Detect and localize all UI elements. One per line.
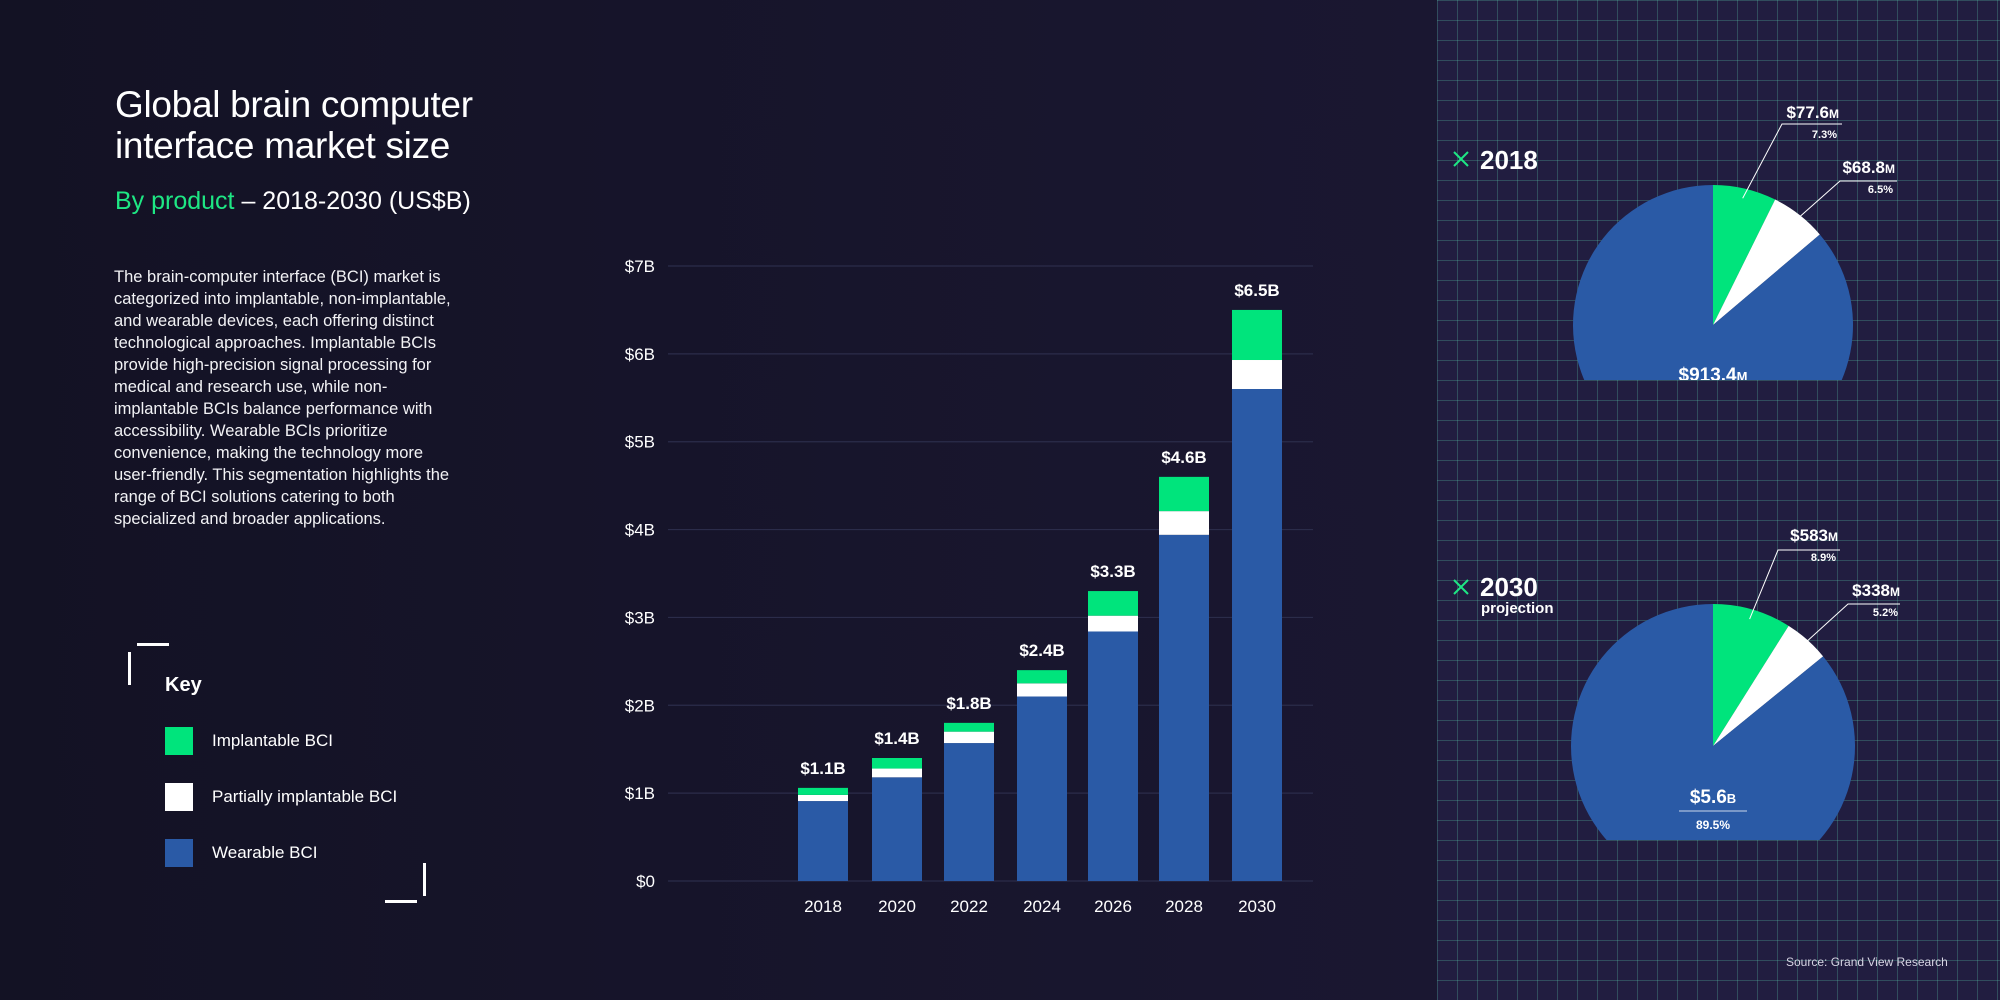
- stacked-bar-chart: $0 $1B $2B $3B $4B $5B $6B $7B $1.1B 2018 $1.4B 202…: [625, 257, 1313, 916]
- bar-total-label: $3.3B: [1090, 562, 1135, 581]
- bar-segment-partially-implantable-bci: [798, 794, 848, 802]
- bar-segment-wearable-bci: [798, 801, 848, 881]
- callout-leader-line: [1742, 123, 1842, 199]
- bar-total-label: $1.4B: [874, 729, 919, 748]
- pie-slice-implantable-bci: [1713, 604, 1789, 746]
- key-label-wearable: Wearable BCI: [212, 843, 318, 862]
- bar-segment-partially-implantable-bci: [944, 731, 994, 744]
- y-tick-label: $7B: [625, 257, 655, 276]
- bar-segment-implantable-bci: [798, 787, 848, 795]
- key-item-partially-implantable: Partially implantable BCI: [165, 783, 397, 811]
- key-label-implantable: Implantable BCI: [212, 731, 333, 750]
- slice-value-label-wearable: $913.4M: [1679, 365, 1748, 380]
- key-bracket-top-h: [137, 643, 169, 646]
- pie-slice-partially-implantable-bci: [1713, 625, 1824, 746]
- page-title: Global brain computer interface market s…: [115, 84, 473, 166]
- bar-segment-implantable-bci: [1159, 476, 1209, 512]
- slice-value-label-wearable: $5.6B: [1690, 787, 1736, 808]
- pie-slice-partially-implantable-bci: [1713, 199, 1820, 325]
- slice-value-label: $338M: [1852, 581, 1900, 600]
- bar-segment-implantable-bci: [1232, 309, 1282, 361]
- key-item-wearable: Wearable BCI: [165, 839, 318, 867]
- bar-total-label: $4.6B: [1161, 448, 1206, 467]
- callout-leader-line: [1792, 180, 1897, 223]
- x-mark-icon-2018: [1453, 151, 1469, 167]
- pie-chart-2018: $77.6M7.3%$68.8M6.5%$913.4M86.5%: [1573, 103, 1897, 380]
- x-tick-label: 2030: [1238, 897, 1276, 916]
- key-bracket-bottom-v: [423, 863, 426, 896]
- x-tick-label: 2028: [1165, 897, 1203, 916]
- slice-value-label: $77.6M: [1786, 103, 1839, 122]
- callout-leader-line: [1800, 603, 1900, 648]
- bar-total-label: $6.5B: [1234, 281, 1279, 300]
- pie-slice-wearable-bci: [1573, 185, 1853, 380]
- x-tick-label: 2022: [950, 897, 988, 916]
- page-subtitle: By product – 2018-2030 (US$B): [115, 186, 471, 216]
- source-note: Source: Grand View Research: [1786, 955, 1948, 969]
- x-tick-label: 2018: [804, 897, 842, 916]
- y-tick-label: $0: [636, 872, 655, 891]
- bar-segment-partially-implantable-bci: [1088, 615, 1138, 632]
- x-tick-label: 2020: [878, 897, 916, 916]
- bar-segment-partially-implantable-bci: [872, 768, 922, 778]
- slice-percent-label-wearable: 89.5%: [1696, 818, 1730, 832]
- bar-total-label: $2.4B: [1019, 641, 1064, 660]
- key-item-implantable: Implantable BCI: [165, 727, 333, 755]
- key-swatch-wearable: [165, 839, 193, 867]
- y-tick-label: $5B: [625, 433, 655, 452]
- key-swatch-partially-implantable: [165, 783, 193, 811]
- pie-year-2018: 2018: [1480, 145, 1538, 175]
- key-label-partially-implantable: Partially implantable BCI: [212, 787, 398, 806]
- bar-segment-partially-implantable-bci: [1232, 360, 1282, 389]
- y-tick-label: $3B: [625, 608, 655, 627]
- bar-segment-partially-implantable-bci: [1017, 683, 1067, 697]
- bar-segment-wearable-bci: [872, 777, 922, 881]
- x-tick-label: 2024: [1023, 897, 1061, 916]
- slice-percent-label: 8.9%: [1811, 552, 1836, 564]
- key-bracket-bottom-h: [385, 900, 417, 903]
- pie-slice-wearable-bci: [1571, 604, 1855, 840]
- x-tick-label: 2026: [1094, 897, 1132, 916]
- bar-segment-partially-implantable-bci: [1159, 511, 1209, 535]
- bar-segment-implantable-bci: [1088, 591, 1138, 616]
- pie-slice-implantable-bci: [1713, 185, 1776, 325]
- bar-segment-wearable-bci: [1232, 389, 1282, 881]
- bar-segment-wearable-bci: [1088, 631, 1138, 881]
- pie-year-2030: 2030: [1480, 572, 1538, 602]
- bar-total-label: $1.1B: [800, 759, 845, 778]
- bar-segment-wearable-bci: [1017, 696, 1067, 881]
- bar-segment-implantable-bci: [944, 722, 994, 732]
- slice-percent-label: 6.5%: [1868, 184, 1893, 196]
- callout-leader-line: [1749, 549, 1840, 620]
- key-bracket-top-v: [128, 652, 131, 685]
- y-tick-label: $2B: [625, 696, 655, 715]
- bar-total-label: $1.8B: [946, 694, 991, 713]
- y-tick-label: $1B: [625, 784, 655, 803]
- subtitle-rest: – 2018-2030 (US$B): [234, 187, 471, 215]
- key-swatch-implantable: [165, 727, 193, 755]
- bar-segment-implantable-bci: [872, 758, 922, 769]
- key-title: Key: [165, 674, 202, 696]
- y-tick-label: $4B: [625, 521, 655, 540]
- slice-percent-label: 5.2%: [1873, 607, 1898, 619]
- description-text: The brain-computer interface (BCI) marke…: [114, 268, 451, 528]
- pie-chart-2030: $583M 8.9% $338M 5.2% $5.6B 89.5%: [1571, 526, 1900, 840]
- subtitle-accent: By product: [115, 187, 235, 215]
- slice-value-label: $583M: [1790, 526, 1838, 545]
- pie-subtitle-2030: projection: [1481, 600, 1554, 617]
- bar-segment-wearable-bci: [944, 743, 994, 881]
- right-panel-grid-background: [1437, 0, 2000, 1000]
- slice-value-label: $68.8M: [1842, 158, 1895, 177]
- x-mark-icon-2030: [1453, 579, 1469, 595]
- bar-segment-wearable-bci: [1159, 534, 1209, 881]
- slice-percent-label: 7.3%: [1812, 129, 1837, 141]
- bar-segment-implantable-bci: [1017, 670, 1067, 684]
- y-tick-label: $6B: [625, 345, 655, 364]
